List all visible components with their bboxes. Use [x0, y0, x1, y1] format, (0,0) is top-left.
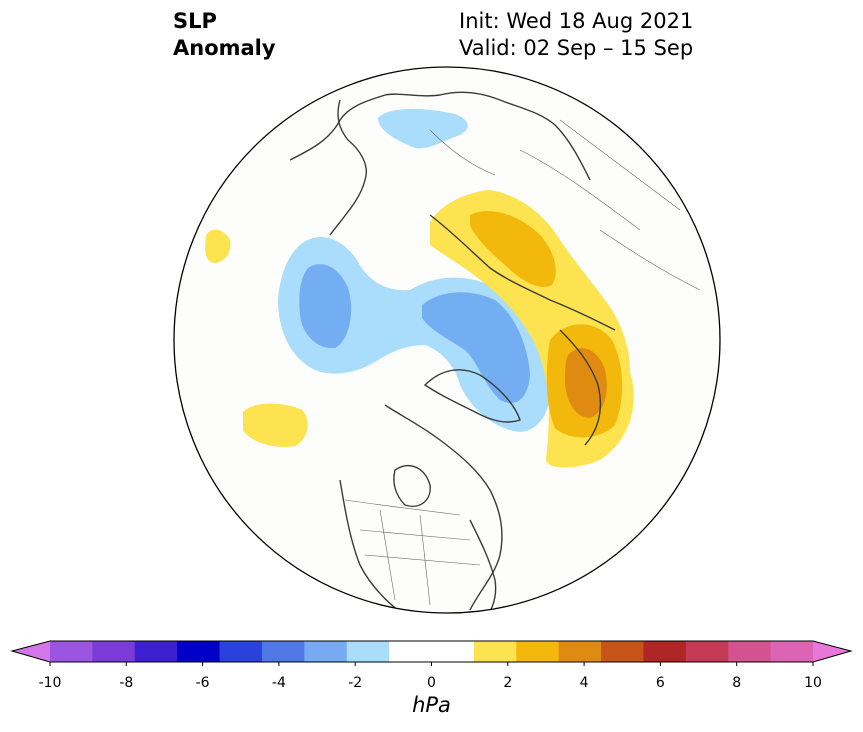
- colorbar-cell: [304, 641, 348, 662]
- colorbar-cell: [770, 641, 814, 662]
- positive-anomaly-core-siberia: [470, 211, 556, 288]
- borders: [344, 119, 701, 606]
- colorbar-cell: [134, 641, 178, 662]
- colorbar-cell: [558, 641, 602, 662]
- forecast-dates: Init: Wed 18 Aug 2021 Valid: 02 Sep – 15…: [459, 8, 693, 62]
- colorbar-tick-label: 8: [732, 675, 742, 691]
- colorbar-cell: [261, 641, 305, 662]
- positive-anomaly-north-atlantic: [243, 403, 308, 448]
- colorbar-tick-label: 0: [427, 675, 436, 691]
- coastline-hudson: [393, 465, 431, 507]
- coastline-alaska: [559, 329, 601, 446]
- colorbar-tick-label: -8: [119, 675, 134, 691]
- globe-outline: [173, 66, 721, 614]
- colorbar-cell: [389, 641, 432, 662]
- coastline-us-east: [469, 519, 497, 613]
- colorbar-tick-label: 6: [655, 675, 665, 691]
- colorbar-cell: [473, 641, 517, 662]
- colorbar: [10, 640, 853, 666]
- negative-anomaly-core-2: [422, 292, 530, 403]
- valid-range: Valid: 02 Sep – 15 Sep: [459, 36, 694, 60]
- coastline-europe: [289, 91, 591, 181]
- colorbar-cell: [601, 641, 644, 662]
- colorbar-cell: [643, 641, 687, 662]
- colorbar-unit-label: hPa: [412, 693, 451, 717]
- colorbar-tick-label: -4: [271, 675, 286, 691]
- coastline-scandinavia: [329, 99, 367, 236]
- map-title: SLP Anomaly: [173, 8, 276, 62]
- border-states-3: [379, 509, 396, 601]
- coastlines: [289, 91, 616, 613]
- init-date: Init: Wed 18 Aug 2021: [459, 9, 694, 33]
- colorbar-tick-label: -10: [38, 675, 62, 691]
- positive-anomaly-peak: [565, 348, 607, 418]
- colorbar-ticks: [49, 662, 814, 666]
- colorbar-cell: [50, 641, 93, 662]
- colorbar-cell: [516, 641, 560, 662]
- colorbar-tick-label: 4: [579, 675, 589, 691]
- border-usa-canada: [344, 499, 461, 516]
- colorbar-extend-low: [12, 641, 50, 662]
- colorbar-tick-label: -2: [348, 675, 363, 691]
- colorbar-cell: [431, 641, 475, 662]
- colorbar-cell: [346, 641, 390, 662]
- colorbar-cell: [219, 641, 263, 662]
- title-line-2: Anomaly: [173, 36, 276, 60]
- border-asia-3: [599, 229, 701, 291]
- coastline-greenland: [423, 369, 521, 423]
- colorbar-cell: [92, 641, 136, 662]
- border-europe-1: [429, 129, 496, 176]
- colorbar-tick-label: 2: [503, 675, 513, 691]
- border-states-4: [419, 514, 431, 606]
- positive-anomaly-western-edge: [205, 229, 231, 263]
- border-states-2: [364, 554, 481, 566]
- negative-anomaly-core-1: [299, 264, 352, 349]
- colorbar-extend-high: [813, 641, 851, 662]
- coastline-us-west: [339, 479, 401, 613]
- colorbar-cells: [50, 641, 814, 662]
- colorbar-cell: [685, 641, 729, 662]
- colorbar-tick-label: 10: [804, 675, 822, 691]
- colorbar-cell: [728, 641, 772, 662]
- colorbar-tick-label: -6: [195, 675, 210, 691]
- polar-map: [173, 66, 721, 614]
- border-states-1: [359, 529, 471, 541]
- title-line-1: SLP: [173, 9, 217, 33]
- coastline-siberia: [429, 214, 616, 331]
- border-asia-1: [519, 149, 641, 231]
- border-asia-2: [559, 119, 681, 211]
- colorbar-cell: [177, 641, 221, 662]
- negative-anomaly-scandinavia: [378, 108, 468, 149]
